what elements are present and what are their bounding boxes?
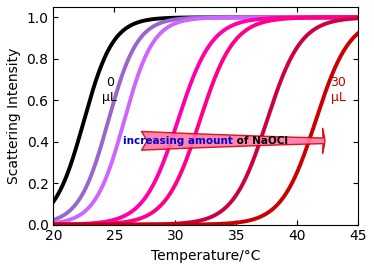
Text: 30
μL: 30 μL: [331, 76, 346, 104]
Text: 0
μL: 0 μL: [102, 76, 117, 104]
X-axis label: Temperature/°C: Temperature/°C: [151, 249, 261, 263]
Y-axis label: Scattering Intensity: Scattering Intensity: [7, 48, 21, 184]
Text: increasing amount: increasing amount: [123, 136, 233, 146]
Text: of NaOCl: of NaOCl: [233, 136, 288, 146]
